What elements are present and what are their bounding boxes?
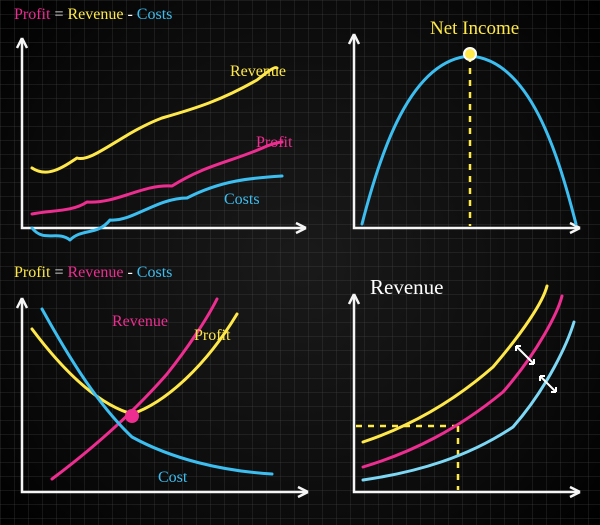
chart-svg: Revenue Profit Cost [8, 264, 328, 520]
chart-profit-revenue-costs-1: Profit = Revenue - Costs Revenue Profit … [8, 4, 328, 254]
formula-row: Profit = Revenue - Costs [14, 6, 172, 24]
label-costs: Costs [224, 191, 260, 208]
label-profit: Profit [194, 327, 231, 344]
symbol-minus: - [127, 6, 132, 23]
word-profit: Profit [14, 6, 50, 23]
symbol-equals: = [54, 6, 63, 23]
label-revenue: Revenue [112, 313, 168, 330]
word-revenue: Revenue [67, 6, 123, 23]
symbol-minus: - [127, 264, 132, 281]
symbol-equals: = [54, 264, 63, 281]
chart-svg: Net Income [340, 4, 592, 254]
formula-row: Profit = Revenue - Costs [14, 264, 172, 282]
label-profit: Profit [256, 134, 293, 151]
chart-svg: Revenue [340, 264, 592, 520]
label-net-income: Net Income [430, 18, 519, 39]
chart-svg: Revenue Profit Costs [8, 4, 328, 254]
word-profit: Profit [14, 264, 50, 281]
word-revenue: Revenue [67, 264, 123, 281]
chart-profit-revenue-costs-2: Profit = Revenue - Costs Revenue Profit … [8, 264, 328, 520]
label-revenue: Revenue [230, 63, 286, 80]
word-costs: Costs [137, 264, 173, 281]
word-costs: Costs [137, 6, 173, 23]
chart-net-income: Net Income [340, 4, 592, 254]
label-cost: Cost [158, 469, 188, 486]
chart-revenue-curves: Revenue [340, 264, 592, 520]
label-revenue: Revenue [370, 275, 443, 299]
